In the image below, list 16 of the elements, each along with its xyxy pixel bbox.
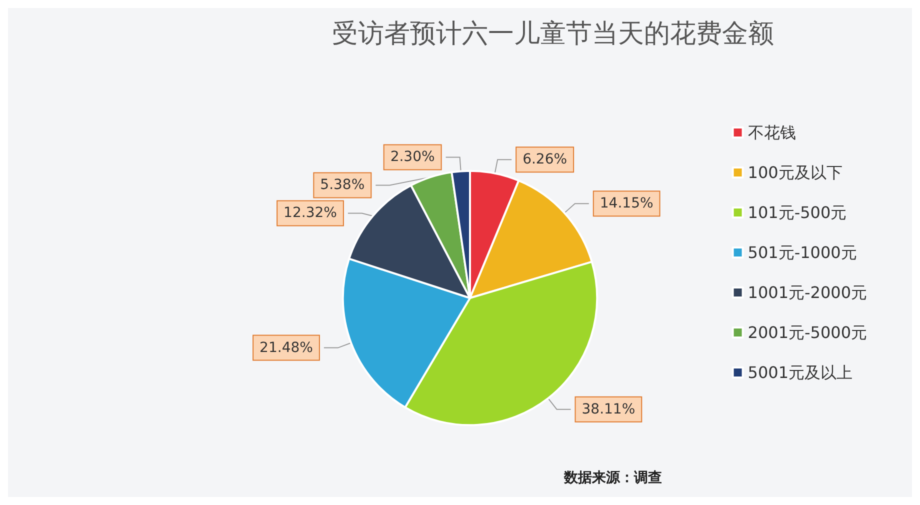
legend-label: 不花钱: [748, 123, 796, 142]
legend-label: 1001元-2000元: [748, 283, 868, 302]
legend-label: 5001元及以上: [748, 363, 853, 382]
legend-label: 100元及以下: [748, 163, 842, 182]
legend-label: 501元-1000元: [748, 243, 857, 262]
data-label: 5.38%: [320, 177, 365, 194]
legend-label: 101元-500元: [748, 203, 847, 222]
data-label: 21.48%: [260, 340, 313, 356]
data-label: 14.15%: [600, 196, 654, 212]
source-note: 数据来源：调查: [563, 470, 662, 486]
data-label: 38.11%: [582, 401, 636, 418]
data-label: 12.32%: [284, 205, 337, 222]
data-label: 2.30%: [390, 149, 435, 166]
legend-label: 2001元-5000元: [748, 323, 868, 342]
chart-title: 受访者预计六一儿童节当天的花费金额: [332, 19, 774, 49]
data-label: 6.26%: [522, 152, 568, 168]
